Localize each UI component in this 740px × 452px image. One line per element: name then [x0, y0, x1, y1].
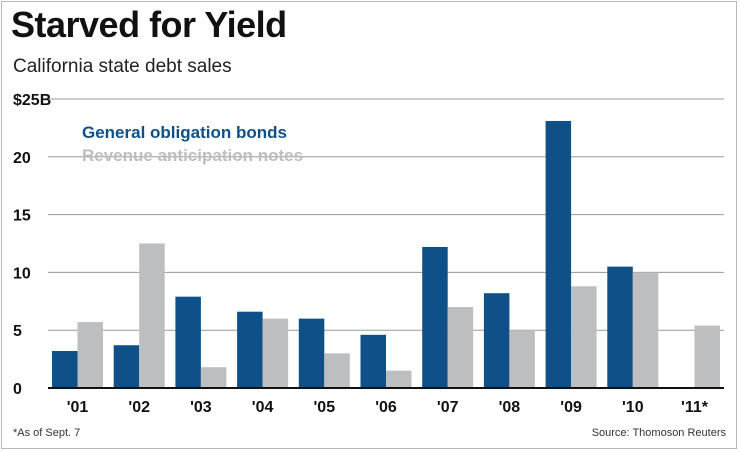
- bar-revenue-anticipation-notes: [694, 325, 720, 388]
- source-credit: Source: Thomoson Reuters: [591, 427, 726, 439]
- y-tick-label: 20: [13, 150, 31, 167]
- bar-revenue-anticipation-notes: [632, 272, 659, 388]
- legend-entry: General obligation bonds: [82, 123, 287, 142]
- bar-revenue-anticipation-notes: [262, 318, 289, 388]
- bar-general-obligation-bonds: [52, 351, 78, 388]
- y-tick-label: 10: [13, 265, 31, 282]
- x-tick-label: '10: [622, 399, 644, 416]
- bar-general-obligation-bonds: [175, 296, 201, 388]
- x-tick-label: '07: [437, 399, 459, 416]
- x-tick-label: '03: [190, 399, 212, 416]
- x-axis-ticks: '01 '02 '03 '04 '05 '06 '07 '08 '09 '10 '11*: [67, 399, 709, 416]
- bar-revenue-anticipation-notes: [509, 330, 535, 388]
- x-tick-label: '08: [499, 399, 521, 416]
- legend-entry: Revenue anticipation notes: [82, 146, 303, 165]
- footnote: *As of Sept. 7: [13, 427, 81, 439]
- bar-general-obligation-bonds: [237, 311, 263, 388]
- legend: General obligation bonds Revenue anticipa…: [82, 123, 303, 165]
- bar-revenue-anticipation-notes: [77, 322, 103, 388]
- chart-title: Starved for Yield: [11, 4, 287, 45]
- y-tick-label: 15: [13, 208, 31, 225]
- chart-subtitle: California state debt sales: [13, 56, 232, 77]
- bar-general-obligation-bonds: [607, 266, 633, 388]
- bar-general-obligation-bonds: [298, 318, 325, 388]
- y-tick-label: 0: [13, 381, 22, 398]
- bars: [52, 120, 720, 389]
- y-tick-label: 5: [13, 323, 22, 340]
- bar-revenue-anticipation-notes: [139, 243, 165, 388]
- x-tick-label: '06: [375, 399, 397, 416]
- x-tick-label: '11*: [681, 399, 709, 416]
- x-tick-label: '05: [313, 399, 335, 416]
- x-tick-label: '09: [560, 399, 582, 416]
- bar-general-obligation-bonds: [113, 345, 140, 388]
- bar-revenue-anticipation-notes: [386, 370, 412, 388]
- bar-revenue-anticipation-notes: [447, 307, 474, 388]
- bar-revenue-anticipation-notes: [200, 367, 227, 388]
- bar-general-obligation-bonds: [483, 293, 510, 388]
- bar-revenue-anticipation-notes: [324, 353, 350, 388]
- bar-revenue-anticipation-notes: [571, 286, 597, 388]
- y-tick-label: $25B: [13, 92, 51, 109]
- y-axis-ticks: 0 5 10 15 20 $25B: [13, 92, 51, 398]
- bar-general-obligation-bonds: [360, 334, 386, 388]
- bar-general-obligation-bonds: [545, 120, 572, 389]
- x-tick-label: '04: [252, 399, 274, 416]
- x-tick-label: '01: [67, 399, 89, 416]
- x-tick-label: '02: [128, 399, 150, 416]
- bar-general-obligation-bonds: [422, 246, 448, 388]
